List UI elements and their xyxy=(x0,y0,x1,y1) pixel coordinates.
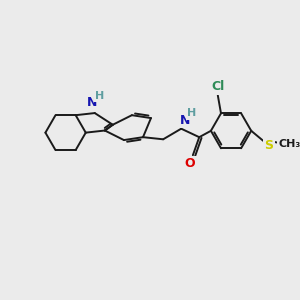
Text: H: H xyxy=(187,108,196,118)
Text: N: N xyxy=(87,96,97,109)
Text: Cl: Cl xyxy=(211,80,224,93)
Text: O: O xyxy=(185,158,195,170)
Text: H: H xyxy=(95,91,104,101)
Text: CH₃: CH₃ xyxy=(279,139,300,148)
Text: N: N xyxy=(180,113,190,127)
Text: S: S xyxy=(264,139,273,152)
